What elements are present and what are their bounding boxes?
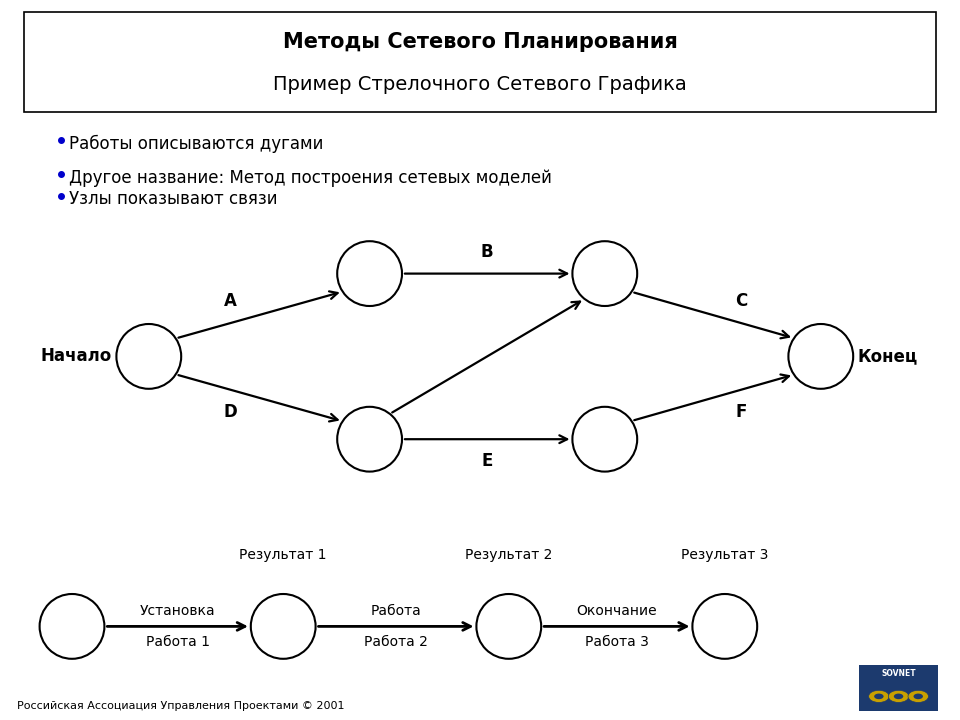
Text: Работы описываются дугами: Работы описываются дугами (69, 135, 324, 153)
Text: Результат 1: Результат 1 (239, 548, 327, 562)
Text: Установка: Установка (140, 604, 215, 618)
Text: C: C (735, 292, 748, 310)
Text: Узлы показывают связи: Узлы показывают связи (69, 191, 277, 209)
Ellipse shape (692, 594, 757, 659)
Text: F: F (736, 403, 747, 421)
Ellipse shape (39, 594, 105, 659)
Text: A: A (224, 292, 237, 310)
Ellipse shape (251, 594, 316, 659)
Text: Результат 3: Результат 3 (681, 548, 769, 562)
Text: Результат 2: Результат 2 (465, 548, 553, 562)
Ellipse shape (572, 241, 637, 306)
Text: Окончание: Окончание (577, 604, 657, 618)
Text: Работа: Работа (371, 604, 421, 618)
Text: D: D (224, 403, 237, 421)
Text: SOVNET: SOVNET (881, 670, 916, 678)
Ellipse shape (788, 324, 853, 389)
Circle shape (869, 690, 889, 703)
Text: Пример Стрелочного Сетевого Графика: Пример Стрелочного Сетевого Графика (274, 76, 686, 94)
Text: Работа 1: Работа 1 (146, 635, 209, 649)
Ellipse shape (572, 407, 637, 472)
Circle shape (908, 690, 928, 703)
Text: Работа 3: Работа 3 (585, 635, 649, 649)
Ellipse shape (337, 241, 402, 306)
Text: Конец: Конец (858, 347, 919, 365)
Ellipse shape (476, 594, 541, 659)
Text: Методы Сетевого Планирования: Методы Сетевого Планирования (282, 32, 678, 52)
FancyBboxPatch shape (24, 12, 936, 112)
Text: Другое название: Метод построения сетевых моделей: Другое название: Метод построения сетевы… (69, 169, 552, 187)
Text: Начало: Начало (40, 347, 111, 365)
Text: Работа 2: Работа 2 (364, 635, 428, 649)
Text: E: E (482, 452, 492, 470)
Circle shape (914, 693, 923, 699)
Ellipse shape (116, 324, 181, 389)
Circle shape (888, 690, 909, 703)
Text: Российская Ассоциация Управления Проектами © 2001: Российская Ассоциация Управления Проекта… (17, 701, 345, 711)
Circle shape (894, 693, 903, 699)
Text: B: B (481, 243, 493, 261)
Ellipse shape (337, 407, 402, 472)
Circle shape (875, 693, 883, 699)
